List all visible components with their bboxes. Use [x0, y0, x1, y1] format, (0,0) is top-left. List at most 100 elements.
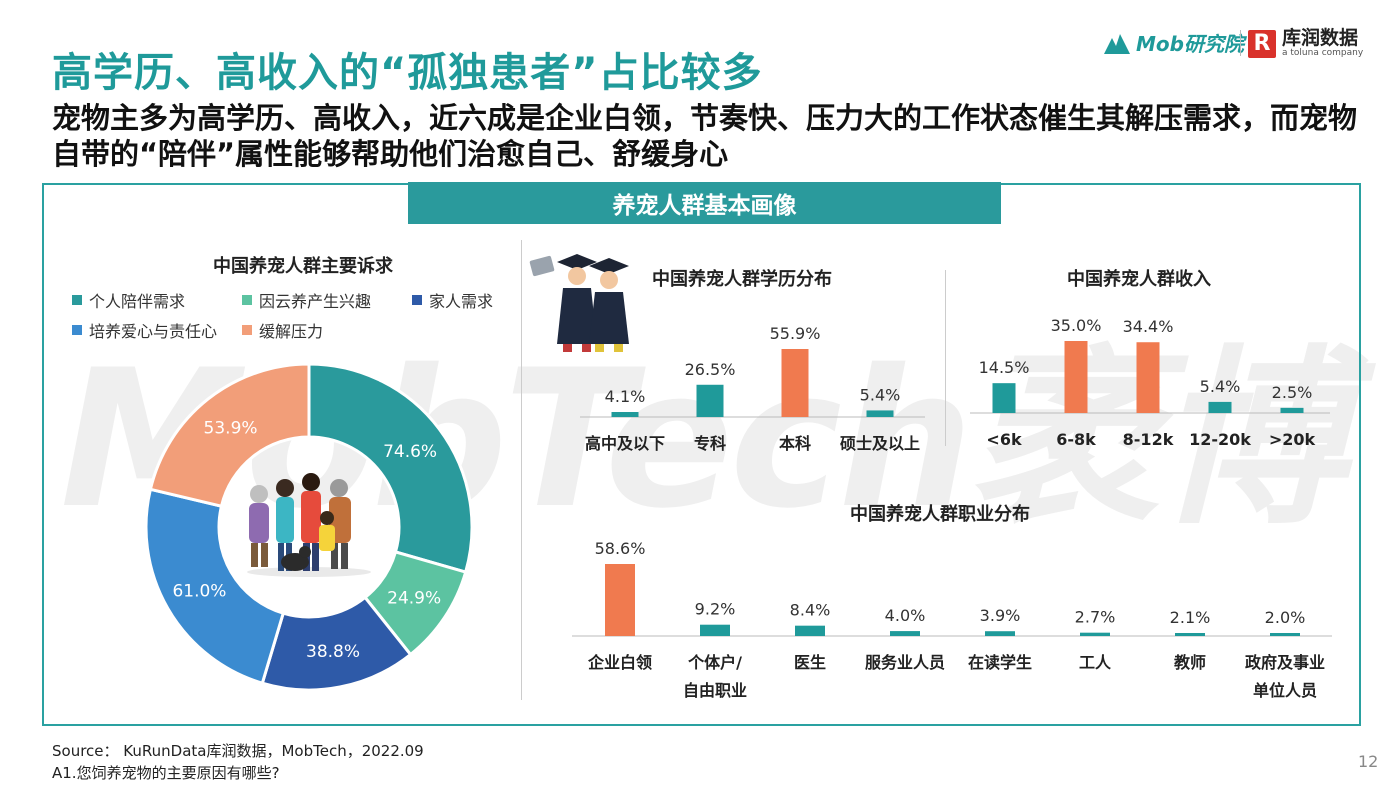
bar-category-label: 单位人员 [1253, 681, 1317, 700]
legend-swatch [72, 295, 82, 305]
source-note: Source： KuRunData库润数据，MobTech，2022.09 A1… [52, 740, 424, 784]
chart-bar [605, 564, 635, 636]
page-number: 12 [1358, 752, 1379, 771]
legend-swatch [72, 325, 82, 335]
donut-value-label: 38.8% [306, 642, 360, 662]
chart-bar [1136, 342, 1160, 413]
bar-category-label: 服务业人员 [865, 653, 945, 672]
bar-category-label: 教师 [1174, 653, 1206, 672]
chart-bar [1080, 632, 1110, 636]
bar-category-label: 企业白领 [587, 653, 652, 672]
bar-category-label: 在读学生 [968, 653, 1032, 672]
kurun-logo-text: 库润数据 [1282, 27, 1359, 49]
bar-value-label: 2.1% [1170, 608, 1211, 627]
bar-category-label: 8-12k [1123, 430, 1174, 449]
occupation-chart-title: 中国养宠人群职业分布 [850, 504, 1030, 525]
bar-category-label: 工人 [1079, 653, 1112, 672]
chart-bar [1175, 633, 1205, 636]
legend-item: 家人需求 [412, 288, 493, 312]
bar-value-label: 4.0% [885, 606, 926, 625]
income-chart-title: 中国养宠人群收入 [1067, 269, 1211, 290]
education-chart: 4.1% 高中及以下 26.5% 专科 55.9% 本科 5.4% 硕士及以上 [580, 324, 925, 453]
panel-banner: 养宠人群基本画像 [408, 182, 1001, 224]
chart-bar [890, 631, 920, 636]
bar-category-label: <6k [986, 430, 1022, 449]
bar-value-label: 3.9% [980, 606, 1021, 625]
bar-category-label: >20k [1269, 430, 1316, 449]
legend-item: 个人陪伴需求 [72, 288, 185, 312]
bar-value-label: 9.2% [695, 600, 736, 619]
donut-slice [307, 362, 474, 574]
section-divider-vertical [521, 240, 522, 700]
chart-bar [866, 410, 894, 417]
donut-value-label: 53.9% [204, 419, 258, 439]
legend-item: 缓解压力 [242, 318, 323, 342]
bar-value-label: 2.7% [1075, 608, 1116, 627]
bar-value-label: 4.1% [605, 387, 646, 406]
donut-value-label: 24.9% [387, 588, 441, 608]
bar-value-label: 5.4% [1200, 377, 1241, 396]
bar-category-label: 本科 [779, 434, 811, 453]
occupation-chart: 58.6% 企业白领 9.2% 个体户/自由职业 8.4% 医生 4.0% 服务业人员 3.9%… [572, 539, 1332, 700]
mob-logo: Mob研究院 [1102, 28, 1244, 57]
bar-value-label: 2.5% [1272, 383, 1313, 402]
kurun-logo-icon: R [1248, 29, 1276, 58]
legend-swatch [242, 295, 252, 305]
bar-category-label: 医生 [794, 653, 826, 672]
bar-category-label: 个体户/ [687, 653, 742, 672]
source-line: Source： KuRunData库润数据，MobTech，2022.09 [52, 742, 424, 760]
bar-category-label: 政府及事业 [1245, 653, 1325, 672]
kurun-logo-subtext: a toluna company [1282, 48, 1364, 58]
chart-bar [1280, 407, 1304, 413]
bar-category-label: 专科 [694, 434, 726, 453]
chart-bar [992, 383, 1016, 413]
chart-bar [1270, 633, 1300, 636]
page-subtitle: 宠物主多为高学历、高收入，近六成是企业白领，节奏快、压力大的工作状态催生其解压需… [52, 101, 1358, 171]
legend-swatch [242, 325, 252, 335]
question-line: A1.您饲养宠物的主要原因有哪些? [52, 764, 280, 782]
legend-label: 缓解压力 [259, 322, 324, 341]
logo-divider [1240, 30, 1241, 56]
family-illustration [247, 473, 371, 577]
chart-bar [1064, 341, 1088, 413]
bar-value-label: 34.4% [1123, 317, 1174, 336]
legend-label: 因云养产生兴趣 [259, 292, 372, 311]
income-chart: 14.5% <6k 35.0% 6-8k 34.4% 8-12k 5.4% 12-20k 2.5… [970, 316, 1330, 449]
bar-value-label: 8.4% [790, 601, 831, 620]
donut-chart: 74.6% 24.9% 38.8% 61.0% 53.9% [144, 362, 474, 692]
chart-bar [611, 412, 639, 417]
bar-category-label: 12-20k [1189, 430, 1251, 449]
bar-value-label: 26.5% [685, 360, 736, 379]
legend-item: 因云养产生兴趣 [242, 288, 371, 312]
bar-category-label: 6-8k [1056, 430, 1096, 449]
chart-bar [1208, 401, 1232, 413]
donut-value-label: 61.0% [172, 581, 226, 601]
legend-swatch [412, 295, 422, 305]
donut-value-label: 74.6% [383, 442, 437, 462]
bar-value-label: 2.0% [1265, 608, 1306, 627]
education-chart-title: 中国养宠人群学历分布 [652, 269, 832, 290]
kurun-logo: R 库润数据 a toluna company [1248, 28, 1363, 59]
chart-bar [985, 631, 1015, 636]
chart-bar [700, 624, 730, 636]
graduates-illustration [529, 254, 629, 352]
chart-bar [781, 349, 809, 417]
bar-value-label: 14.5% [979, 358, 1030, 377]
bar-value-label: 58.6% [595, 539, 646, 558]
legend-label: 家人需求 [429, 292, 494, 311]
bar-category-label: 高中及以下 [585, 434, 665, 453]
mob-logo-icon [1102, 30, 1132, 56]
bar-category-label: 自由职业 [683, 681, 747, 700]
legend-item: 培养爱心与责任心 [72, 318, 217, 342]
mob-logo-text: Mob研究院 [1136, 32, 1244, 56]
page-title: 高学历、高收入的“孤独患者”占比较多 [52, 50, 763, 96]
bar-value-label: 5.4% [860, 385, 901, 404]
section-divider-vertical-right [945, 270, 946, 446]
legend-label: 个人陪伴需求 [89, 292, 186, 311]
bar-category-label: 硕士及以上 [840, 434, 920, 453]
bar-value-label: 55.9% [770, 324, 821, 343]
donut-chart-title: 中国养宠人群主要诉求 [213, 256, 393, 277]
chart-bar [795, 625, 825, 636]
legend-label: 培养爱心与责任心 [89, 322, 218, 341]
donut-slice [148, 362, 311, 509]
